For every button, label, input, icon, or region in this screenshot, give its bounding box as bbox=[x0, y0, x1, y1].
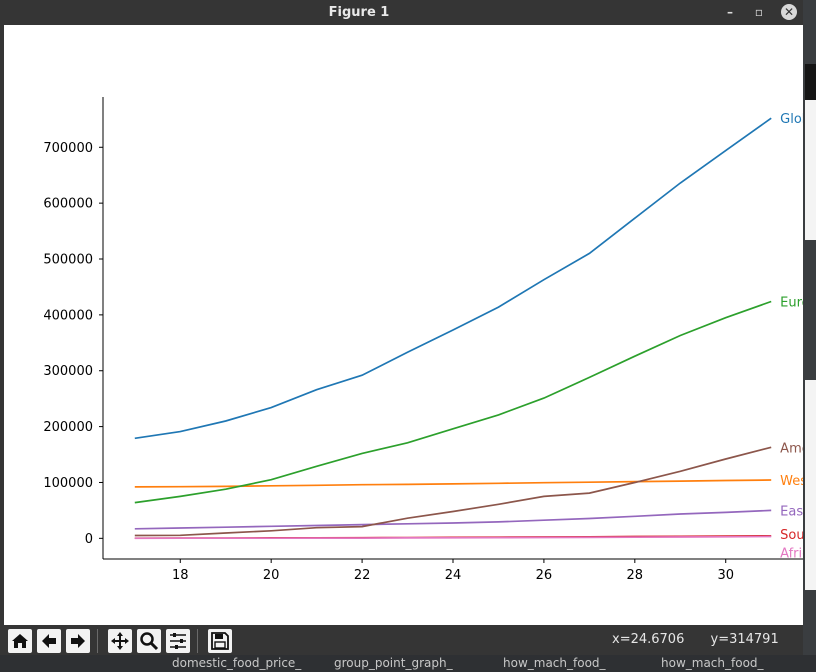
forward-arrow-icon bbox=[71, 634, 85, 648]
home-icon bbox=[12, 634, 28, 648]
back-button[interactable] bbox=[37, 629, 61, 653]
y-tick-label: 100000 bbox=[43, 476, 93, 491]
figure-window: Figure 1 – ▫ ✕ 0 100000 200000 300000 400000… bbox=[0, 0, 803, 655]
background-panel-dark bbox=[805, 64, 816, 100]
background-panel-light bbox=[805, 100, 816, 240]
y-tick-label: 400000 bbox=[43, 308, 93, 323]
x-tick-label: 22 bbox=[354, 568, 371, 583]
y-tick-label: 300000 bbox=[43, 364, 93, 379]
pan-button[interactable] bbox=[108, 629, 132, 653]
configure-subplots-button[interactable] bbox=[166, 629, 190, 653]
series-label: South-East Asia bbox=[780, 528, 803, 543]
series-label: Western Pacific bbox=[780, 474, 803, 489]
y-tick-label: 600000 bbox=[43, 197, 93, 212]
back-arrow-icon bbox=[42, 634, 56, 648]
y-tick-label: 700000 bbox=[43, 141, 93, 156]
series-label: African bbox=[780, 547, 803, 562]
background-panel-light-2 bbox=[805, 380, 816, 590]
line-chart: 0 100000 200000 300000 400000 500000 600000 700… bbox=[43, 97, 803, 583]
home-button[interactable] bbox=[8, 629, 32, 653]
taskbar-item[interactable]: group_point_graph_ bbox=[334, 656, 453, 670]
figure-canvas[interactable]: 0 100000 200000 300000 400000 500000 600000 700… bbox=[4, 25, 803, 625]
taskbar-item[interactable]: domestic_food_price_ bbox=[172, 656, 302, 670]
navigation-toolbar: x=24.6706 y=314791 bbox=[0, 625, 803, 655]
x-readout: x=24.6706 bbox=[612, 632, 685, 647]
series-label: European bbox=[780, 295, 803, 310]
series-label: Globally bbox=[780, 112, 803, 127]
x-tick-label: 26 bbox=[536, 568, 553, 583]
close-button[interactable]: ✕ bbox=[781, 4, 797, 20]
series-line bbox=[134, 479, 772, 488]
taskbar-item[interactable]: how_mach_food_ bbox=[503, 656, 606, 670]
x-tick-label: 20 bbox=[263, 568, 280, 583]
configure-icon bbox=[170, 633, 186, 649]
series-line bbox=[134, 117, 772, 440]
background-window-edge bbox=[803, 0, 816, 655]
toolbar-separator bbox=[197, 629, 198, 653]
series-line bbox=[134, 509, 772, 530]
title-bar[interactable]: Figure 1 – ▫ ✕ bbox=[0, 0, 803, 25]
background-taskbar: domestic_food_price_ group_point_graph_ … bbox=[0, 655, 816, 672]
toolbar-separator bbox=[97, 629, 98, 653]
series-label: Eastern Mediterranean bbox=[780, 504, 803, 519]
taskbar-item[interactable]: how_mach_food_ bbox=[661, 656, 764, 670]
window-title: Figure 1 bbox=[328, 5, 390, 20]
y-tick-label: 0 bbox=[85, 532, 93, 547]
x-tick-label: 24 bbox=[445, 568, 462, 583]
forward-button[interactable] bbox=[66, 629, 90, 653]
minimize-button[interactable]: – bbox=[727, 5, 733, 19]
pan-icon bbox=[111, 632, 129, 650]
x-tick-label: 18 bbox=[172, 568, 189, 583]
x-tick-label: 28 bbox=[627, 568, 644, 583]
save-icon bbox=[211, 632, 229, 650]
maximize-button[interactable]: ▫ bbox=[754, 5, 764, 19]
series-line bbox=[134, 300, 772, 504]
series-label: Americas bbox=[780, 441, 803, 456]
x-tick-label: 30 bbox=[717, 568, 734, 583]
save-button[interactable] bbox=[208, 629, 232, 653]
y-tick-label: 500000 bbox=[43, 253, 93, 268]
y-readout: y=314791 bbox=[710, 632, 779, 647]
cursor-readout: x=24.6706 y=314791 bbox=[612, 632, 801, 647]
series-line bbox=[134, 535, 772, 540]
zoom-button[interactable] bbox=[137, 629, 161, 653]
zoom-icon bbox=[140, 632, 159, 651]
y-tick-label: 200000 bbox=[43, 420, 93, 435]
series-line bbox=[134, 446, 772, 537]
